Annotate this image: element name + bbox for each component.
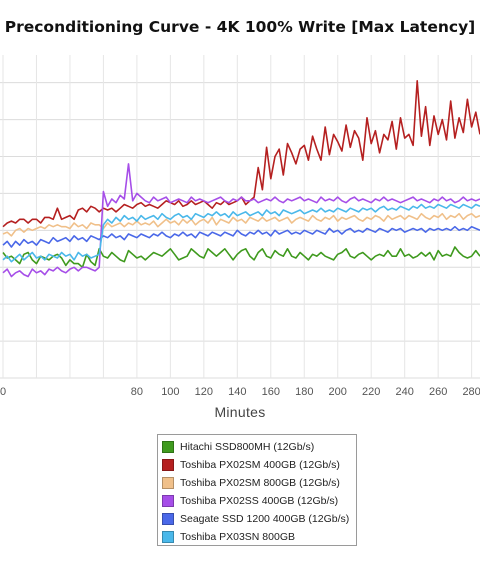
series-line-2 [2,212,480,237]
legend-swatch-0 [162,441,174,453]
x-tick-label-8: 160 [262,386,280,398]
legend-item-1: Toshiba PX02SM 400GB (12Gb/s) [162,456,356,474]
legend-swatch-1 [162,459,174,471]
series-line-4 [2,225,480,248]
legend-item-4: Seagate SSD 1200 400GB (12Gb/s) [162,510,356,528]
legend-item-3: Toshiba PX02SS 400GB (12Gb/s) [162,492,356,510]
series-line-3 [2,163,480,278]
series-line-5 [2,203,480,263]
legend-item-5: Toshiba PX03SN 800GB [162,528,356,546]
x-tick-label-4: 80 [131,386,143,398]
x-tick-label-0: 0 [0,386,6,398]
chart-series [2,80,480,278]
chart-grid [0,55,480,379]
x-tick-label-7: 140 [228,386,246,398]
legend-label-4: Seagate SSD 1200 400GB (12Gb/s) [180,513,350,525]
chart-legend: Hitachi SSD800MH (12Gb/s) Toshiba PX02SM … [157,434,357,546]
legend-item-2: Toshiba PX02SM 800GB (12Gb/s) [162,474,356,492]
legend-swatch-5 [162,531,174,543]
x-tick-label-10: 200 [329,386,347,398]
legend-label-0: Hitachi SSD800MH (12Gb/s) [180,441,315,453]
x-tick-label-13: 260 [429,386,447,398]
x-tick-label-12: 240 [396,386,414,398]
x-tick-label-6: 120 [195,386,213,398]
legend-item-0: Hitachi SSD800MH (12Gb/s) [162,438,356,456]
x-tick-label-9: 180 [295,386,313,398]
legend-label-1: Toshiba PX02SM 400GB (12Gb/s) [180,459,340,471]
x-axis: 0 80 100 120 140 160 180 200 220 240 260 280 [0,386,480,398]
legend-label-2: Toshiba PX02SM 800GB (12Gb/s) [180,477,340,489]
x-axis-label: Minutes [214,404,266,420]
series-line-1 [2,80,480,228]
x-tick-label-5: 100 [161,386,179,398]
chart-title: Preconditioning Curve - 4K 100% Write [M… [4,18,476,36]
legend-swatch-3 [162,495,174,507]
x-tick-label-11: 220 [362,386,380,398]
legend-label-3: Toshiba PX02SS 400GB (12Gb/s) [180,495,339,507]
legend-swatch-4 [162,513,174,525]
x-tick-label-14: 280 [462,386,480,398]
legend-swatch-2 [162,477,174,489]
legend-label-5: Toshiba PX03SN 800GB [180,531,295,543]
series-line-0 [2,246,480,269]
